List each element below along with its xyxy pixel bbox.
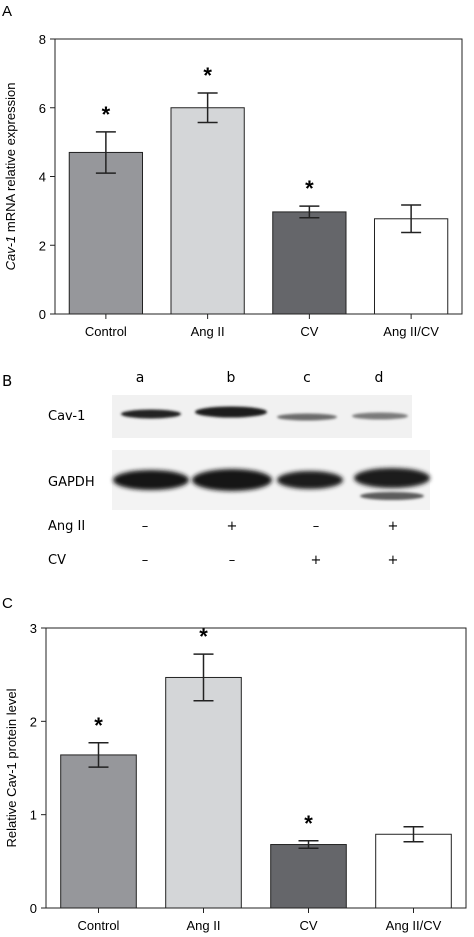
treatment-value: – bbox=[142, 519, 149, 534]
y-tick-label: 0 bbox=[39, 307, 46, 322]
x-tick-label: Control bbox=[85, 324, 127, 339]
treatment-value: – bbox=[313, 519, 320, 534]
treatment-value: + bbox=[388, 553, 399, 568]
bar bbox=[272, 211, 347, 315]
lane-label: b bbox=[227, 370, 236, 386]
cav1-band-c bbox=[277, 413, 337, 421]
bar bbox=[270, 844, 347, 909]
chart-a: A 0 2 4 6 8 Control * Ang II * CV * Ang II/CV Cav-1 … bbox=[2, 3, 463, 339]
cav1-band-a bbox=[121, 409, 181, 419]
y-tick-label: 2 bbox=[30, 714, 37, 729]
x-tick-label: Ang II bbox=[187, 918, 221, 933]
x-tick-label: Ang II/CV bbox=[383, 324, 439, 339]
gapdh-band-c bbox=[277, 471, 343, 489]
lane-label: a bbox=[136, 370, 145, 386]
panel-label-b: B bbox=[2, 372, 12, 390]
significance-marker: * bbox=[304, 811, 313, 836]
lane-label: d bbox=[375, 370, 384, 386]
bar bbox=[170, 107, 245, 315]
y-tick-label: 8 bbox=[39, 32, 46, 47]
western-blot-panel: B a b c d Cav-1 GAPDH Ang II – + – + CV – – + + bbox=[2, 370, 430, 568]
treatment-value: – bbox=[142, 553, 149, 568]
significance-marker: * bbox=[203, 63, 212, 88]
treatment-value: + bbox=[227, 519, 238, 534]
x-tick-label: Control bbox=[78, 918, 120, 933]
bar bbox=[375, 833, 452, 909]
significance-marker: * bbox=[199, 624, 208, 649]
gapdh-band-d-lower bbox=[360, 492, 424, 500]
y-axis-label: Cav-1 mRNA relative expression bbox=[3, 83, 18, 271]
x-tick-label: Ang II/CV bbox=[386, 918, 442, 933]
treatment-value: + bbox=[311, 553, 322, 568]
y-tick-label: 6 bbox=[39, 101, 46, 116]
gapdh-band-b bbox=[192, 469, 272, 491]
y-tick-label: 1 bbox=[30, 808, 37, 823]
treatment-label: CV bbox=[48, 553, 66, 568]
bar bbox=[68, 151, 144, 315]
y-tick-label: 0 bbox=[30, 901, 37, 916]
gapdh-band-d bbox=[354, 468, 430, 488]
treatment-value: + bbox=[388, 519, 399, 534]
significance-marker: * bbox=[94, 713, 103, 738]
x-tick-label: CV bbox=[299, 918, 317, 933]
treatment-label: Ang II bbox=[48, 519, 85, 534]
panel-label-a: A bbox=[2, 3, 12, 20]
gapdh-band-a bbox=[113, 470, 189, 490]
y-axis-label-gene: Cav-1 bbox=[3, 236, 18, 271]
blot-row-label: GAPDH bbox=[48, 475, 95, 490]
significance-marker: * bbox=[305, 176, 314, 201]
x-tick-label: Ang II bbox=[191, 324, 225, 339]
bar bbox=[373, 218, 449, 315]
chart-c: C 0 1 2 3 Control * Ang II * CV * Ang II/CV Relativ… bbox=[2, 595, 467, 933]
y-tick-label: 4 bbox=[39, 170, 46, 185]
plot-frame bbox=[45, 627, 467, 909]
cav1-band-b bbox=[195, 406, 267, 418]
bar bbox=[165, 676, 242, 909]
cav1-band-d bbox=[352, 412, 408, 420]
significance-marker: * bbox=[102, 102, 111, 127]
lane-label: c bbox=[303, 370, 311, 386]
x-tick-label: CV bbox=[300, 324, 318, 339]
treatment-value: – bbox=[229, 553, 236, 568]
y-tick-label: 3 bbox=[30, 621, 37, 636]
bar bbox=[60, 754, 137, 909]
blot-row-label: Cav-1 bbox=[48, 409, 85, 424]
y-axis-label: Relative Cav-1 protein level bbox=[4, 688, 19, 847]
y-axis-label-text: mRNA relative expression bbox=[3, 83, 18, 236]
y-tick-label: 2 bbox=[39, 238, 46, 253]
panel-label-c: C bbox=[2, 595, 13, 612]
